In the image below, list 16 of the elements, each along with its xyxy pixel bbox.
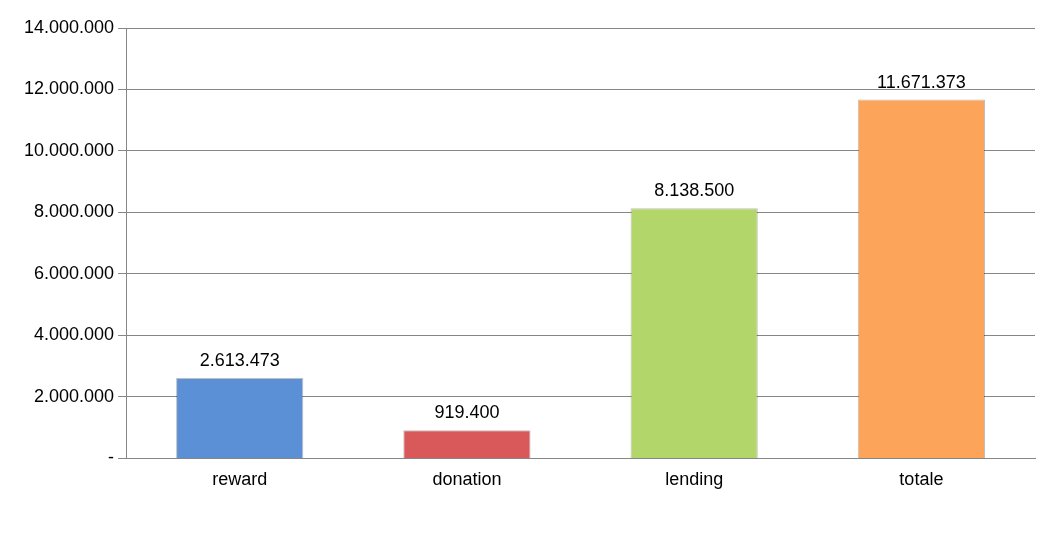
- y-tick-label: 14.000.000: [23, 16, 115, 37]
- data-label: 2.613.473: [199, 350, 280, 371]
- y-tick-label: 12.000.000: [23, 78, 115, 99]
- data-label: 11.671.373: [877, 71, 966, 92]
- y-tick-label: 6.000.000: [34, 262, 115, 283]
- y-tick-label: 8.000.000: [34, 201, 115, 222]
- x-tick-label: lending: [665, 469, 724, 490]
- y-tick-label: 4.000.000: [34, 324, 115, 345]
- x-tick-label: reward: [212, 469, 268, 490]
- y-tick-label: -: [108, 447, 115, 468]
- y-tick-label: 10.000.000: [23, 139, 115, 160]
- x-tick-label: donation: [432, 469, 502, 490]
- data-label: 919.400: [434, 402, 500, 423]
- data-label: 8.138.500: [654, 180, 735, 201]
- x-tick-label: totale: [899, 469, 944, 490]
- y-tick-label: 2.000.000: [34, 385, 115, 406]
